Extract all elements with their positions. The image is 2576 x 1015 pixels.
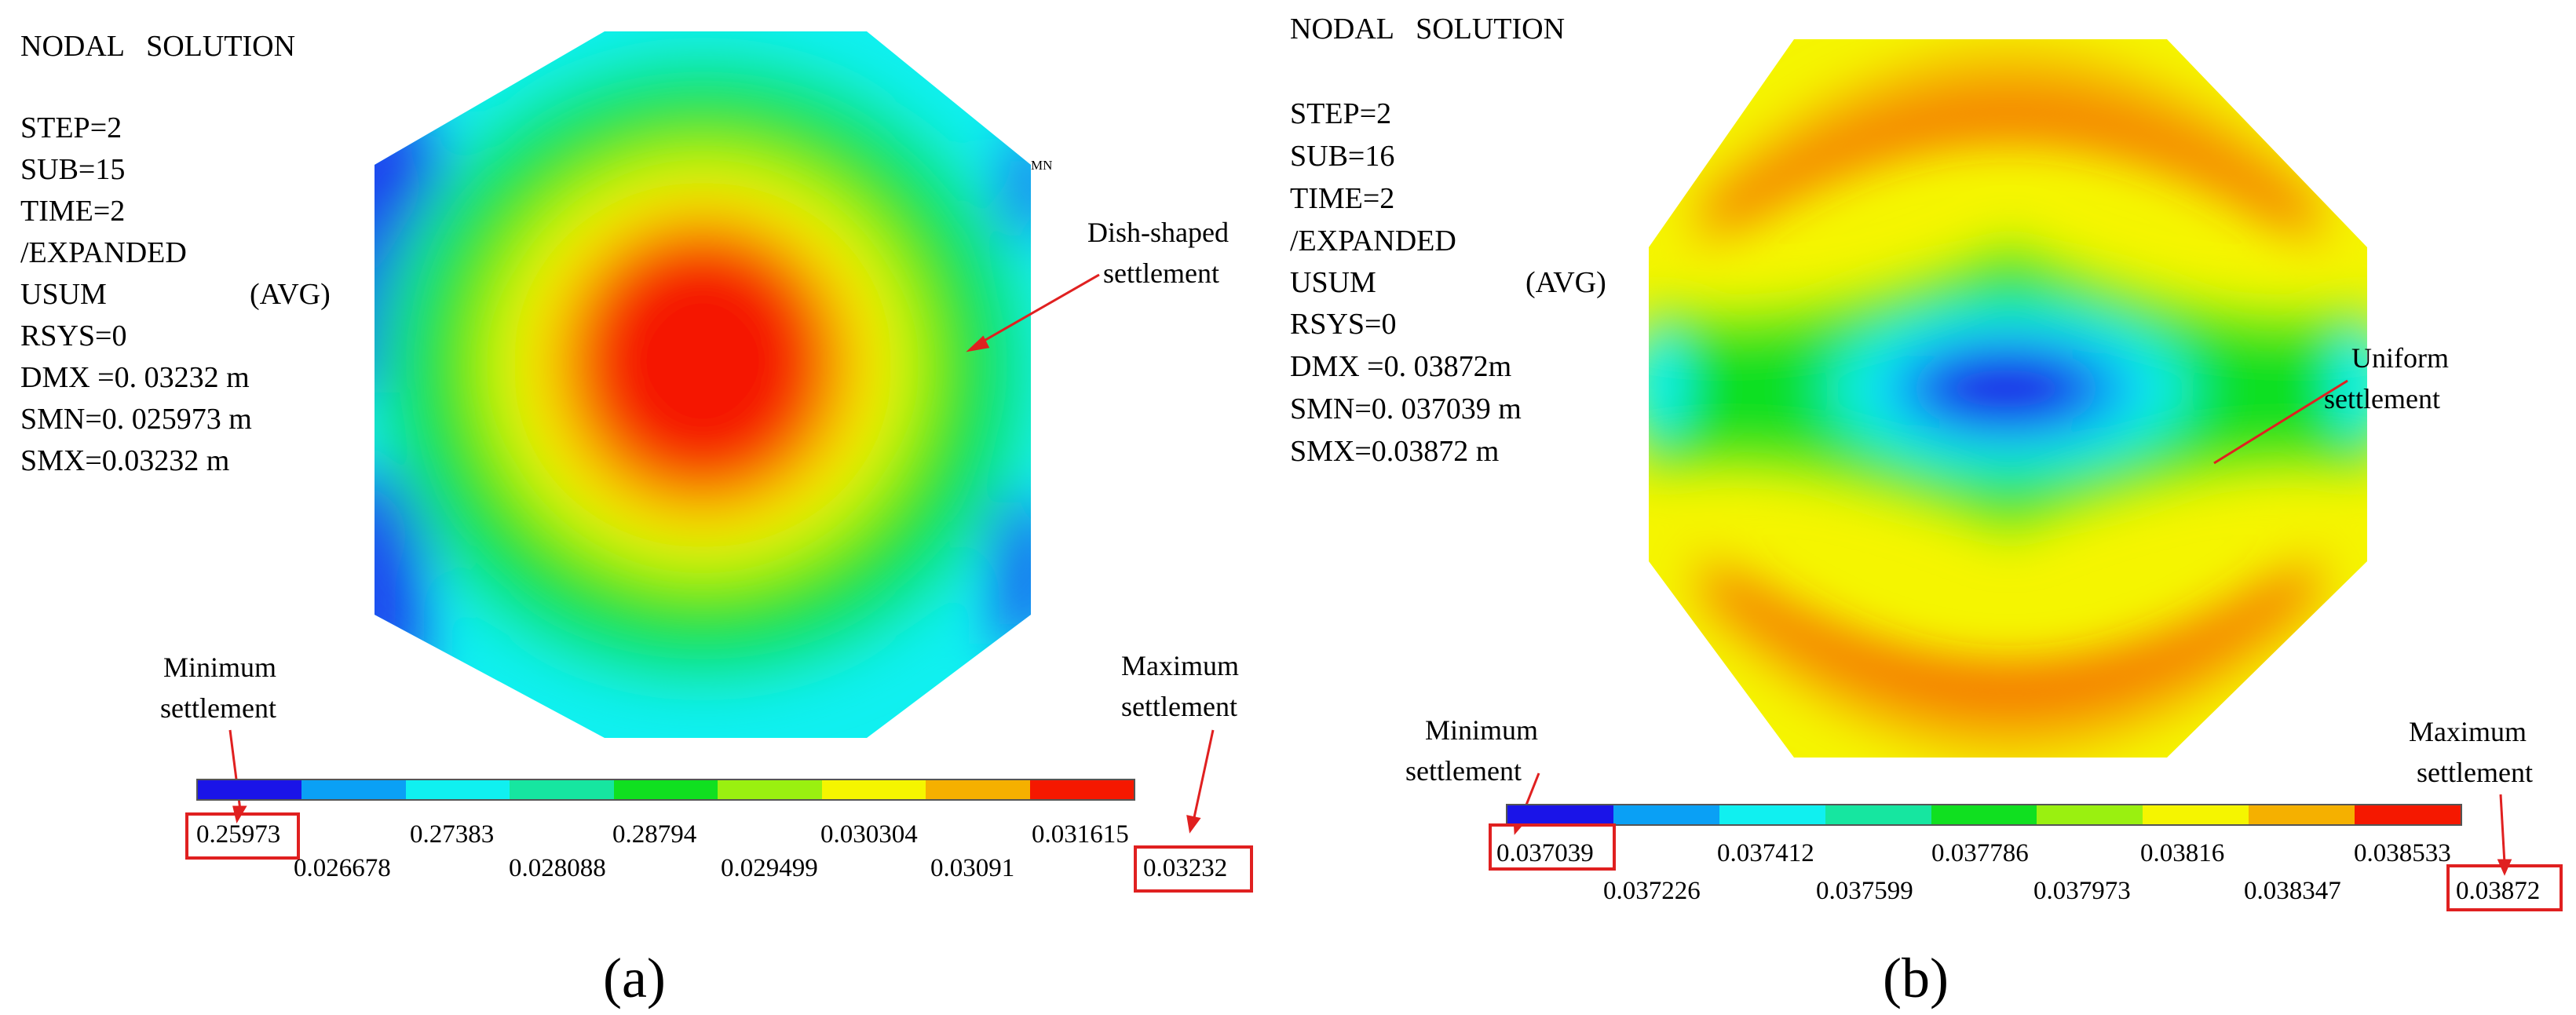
legend-swatch-7 [2143,805,2249,824]
a-tick-min: 0.25973 [196,820,281,849]
a-min-label-line2: settlement [160,692,276,724]
legend-swatch-4 [510,780,614,799]
a-tick-max: 0.03232 [1143,854,1228,882]
contour-plot-b [1649,39,2367,758]
b-dmx: DMX =0. 03872m [1290,350,1512,383]
a-rsys: RSYS=0 [20,319,127,352]
b-smn: SMN=0. 037039 m [1290,392,1522,425]
legend-swatch-2 [301,780,406,799]
legend-swatch-4 [1825,805,1931,824]
a-tick-bottom-3: 0.029499 [721,854,818,882]
b-tick-bottom-2: 0.037599 [1816,877,1913,905]
a-time: TIME=2 [20,195,126,228]
a-sub: SUB=15 [20,153,126,186]
a-min-label-line1: Minimum [163,652,277,683]
b-color-legend [1506,804,2462,826]
a-step: STEP=2 [20,111,122,144]
b-tick-top-3: 0.037786 [1931,839,2029,867]
legend-swatch-5 [1931,805,2037,824]
a-max-label-line2: settlement [1121,691,1237,722]
a-smn: SMN=0. 025973 m [20,403,252,436]
a-usum: USUM [20,278,107,311]
b-max-label-line1: Maximum [2409,716,2527,747]
b-expanded: /EXPANDED [1290,225,1456,257]
legend-swatch-6 [2037,805,2143,824]
b-tick-top-2: 0.037412 [1717,839,1814,867]
b-callout-line2: settlement [2324,383,2440,414]
a-tick-bottom-4: 0.03091 [930,854,1015,882]
b-tick-bottom-4: 0.038347 [2244,877,2341,905]
b-header: NODAL SOLUTION [1290,13,1566,46]
b-usum: USUM [1290,266,1376,299]
a-tick-bottom-2: 0.028088 [509,854,606,882]
a-tick-bottom-1: 0.026678 [294,854,391,882]
b-tick-top-5: 0.038533 [2354,839,2451,867]
a-color-legend [196,779,1135,801]
b-min-highlight-box [1489,823,1616,871]
b-tick-min: 0.037039 [1496,839,1594,867]
b-time: TIME=2 [1290,182,1395,215]
b-rsys: RSYS=0 [1290,308,1397,341]
legend-swatch-6 [718,780,822,799]
caption-a: (a) [603,947,666,1010]
a-avg: (AVG) [250,278,331,311]
a-max-label-line1: Maximum [1121,650,1239,681]
a-dmx: DMX =0. 03232 m [20,361,250,394]
b-step: STEP=2 [1290,97,1392,130]
a-tick-top-5: 0.031615 [1032,820,1129,849]
b-min-label-line2: settlement [1405,755,1522,787]
b-tick-bottom-1: 0.037226 [1603,877,1701,905]
legend-swatch-1 [198,780,302,799]
a-max-highlight-box [1134,845,1253,893]
legend-swatch-1 [1507,805,1613,824]
legend-swatch-5 [613,780,718,799]
legend-swatch-8 [926,780,1030,799]
a-callout-line2: settlement [1103,257,1219,289]
b-avg: (AVG) [1526,266,1606,299]
a-callout-line1: Dish-shaped [1087,217,1229,248]
a-smx: SMX=0.03232 m [20,444,230,477]
a-tick-top-3: 0.28794 [612,820,697,849]
b-smx: SMX=0.03872 m [1290,435,1500,468]
a-min-highlight-box [185,812,300,860]
legend-swatch-3 [1719,805,1825,824]
a-tick-top-4: 0.030304 [820,820,918,849]
legend-swatch-9 [2355,805,2461,824]
b-max-label-line2: settlement [2417,757,2533,788]
b-max-highlight-box [2446,864,2563,911]
b-tick-bottom-3: 0.037973 [2033,877,2131,905]
legend-swatch-7 [821,780,926,799]
a-expanded: /EXPANDED [20,236,187,269]
b-tick-top-4: 0.03816 [2140,839,2225,867]
a-tick-top-2: 0.27383 [410,820,495,849]
legend-swatch-3 [405,780,510,799]
legend-swatch-8 [2249,805,2355,824]
a-header: NODAL SOLUTION [20,30,296,63]
b-callout-line1: Uniform [2351,342,2449,374]
contour-plot-a [375,31,1031,738]
caption-b: (b) [1883,947,1949,1010]
b-sub: SUB=16 [1290,140,1395,173]
b-min-label-line1: Minimum [1425,714,1539,746]
legend-swatch-9 [1029,780,1134,799]
b-tick-max: 0.03872 [2456,877,2541,905]
legend-swatch-2 [1613,805,1719,824]
a-mn-marker: MN [1031,158,1053,173]
